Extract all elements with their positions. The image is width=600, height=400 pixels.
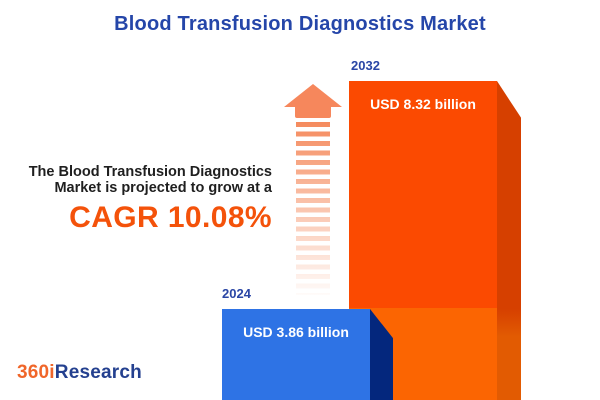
- bar-2024-year-label: 2024: [222, 286, 251, 301]
- bar-2024-value: USD 3.86 billion: [243, 324, 349, 340]
- bar-2032-value: USD 8.32 billion: [370, 96, 476, 112]
- bar-2024-front-face: USD 3.86 billion: [222, 309, 370, 400]
- bar-2024-side-face: [370, 309, 393, 400]
- growth-arrow-neck: [295, 105, 331, 118]
- cagr-value: CAGR 10.08%: [69, 201, 272, 234]
- page-title: Blood Transfusion Diagnostics Market: [114, 13, 486, 35]
- annotation: The Blood Transfusion Diagnostics Market…: [28, 164, 272, 235]
- bar-2032-side-face: [497, 81, 521, 400]
- bar-2032-year-label: 2032: [351, 58, 380, 73]
- annotation-line1: The Blood Transfusion Diagnostics: [28, 164, 272, 180]
- logo-suffix: Research: [54, 362, 142, 383]
- logo-prefix: 360i: [17, 362, 55, 383]
- growth-arrow-stripes: [296, 122, 330, 295]
- annotation-line2: Market is projected to grow at a: [54, 179, 272, 196]
- brand-logo: 360iResearch: [17, 362, 142, 384]
- growth-arrow-icon: [284, 84, 342, 107]
